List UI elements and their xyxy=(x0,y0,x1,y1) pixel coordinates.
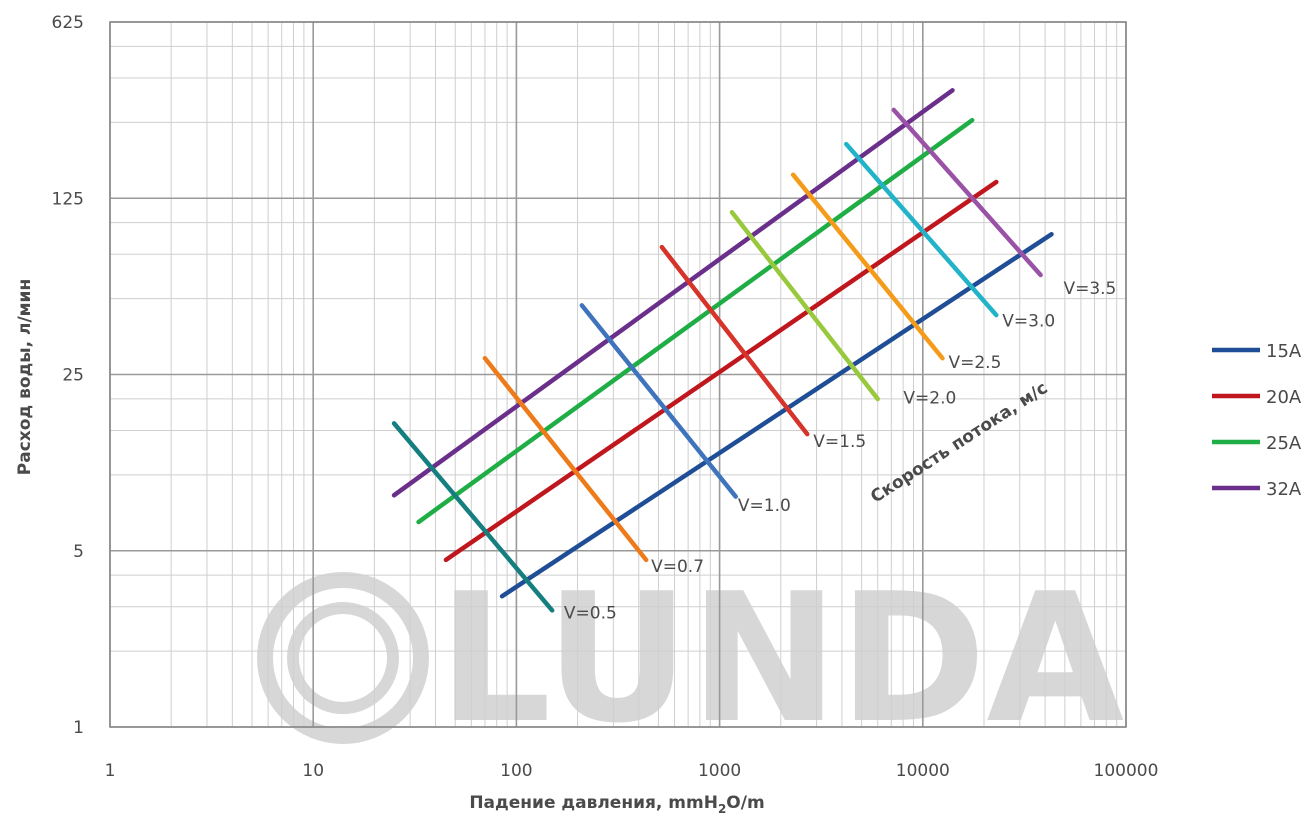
y-tick-label: 625 xyxy=(52,13,84,33)
velocity-label-1: V=0.7 xyxy=(651,557,704,577)
series-line-25a xyxy=(416,117,975,525)
velocity-label-3: V=1.5 xyxy=(813,432,866,452)
velocity-label-6: V=3.0 xyxy=(1002,311,1055,331)
x-tick-label: 1000 xyxy=(698,761,741,781)
velocity-annotation: Скорость потока, м/с xyxy=(867,378,1051,507)
legend-item-25a: 25A xyxy=(1212,433,1302,454)
x-tick-label: 100000 xyxy=(1094,761,1159,781)
legend-label: 20A xyxy=(1266,387,1302,408)
series-line-15a xyxy=(499,231,1054,599)
velocity-label-0: V=0.5 xyxy=(564,603,617,623)
series-lines xyxy=(391,88,1054,599)
series-line-20a xyxy=(443,179,999,563)
legend: 15A 20A 25A 32A xyxy=(1212,341,1302,500)
velocity-line-4 xyxy=(729,209,880,402)
y-axis-title: Расход воды, л/мин xyxy=(15,279,35,475)
velocity-line-1 xyxy=(482,355,649,563)
velocity-label-7: V=3.5 xyxy=(1063,279,1116,299)
x-tick-label: 100 xyxy=(500,761,532,781)
y-tick-label: 25 xyxy=(62,366,84,386)
y-tick-label: 125 xyxy=(52,189,84,209)
legend-label: 32A xyxy=(1266,479,1302,500)
x-axis-title: Падение давления, mmH2O/m xyxy=(469,793,764,816)
velocity-line-7 xyxy=(891,107,1043,278)
velocity-label-5: V=2.5 xyxy=(948,353,1001,373)
velocity-label-2: V=1.0 xyxy=(738,496,791,516)
velocity-line-6 xyxy=(843,141,999,318)
axes: 1 10 100 1000 10000 100000 1 5 25 125 625 xyxy=(52,13,1159,781)
x-tick-label: 10000 xyxy=(896,761,950,781)
y-tick-label: 1 xyxy=(73,718,84,738)
velocity-line-5 xyxy=(790,172,945,361)
x-tick-label: 1 xyxy=(105,761,116,781)
legend-item-32a: 32A xyxy=(1212,479,1302,500)
legend-item-15a: 15A xyxy=(1212,341,1302,362)
watermark-logo-icon xyxy=(257,572,429,744)
velocity-lines: V=0.5 V=0.7 V=1.0 V=1.5 V=2.0 V=2.5 V=3.0 V=3.5 xyxy=(391,107,1116,623)
watermark: LUNDA xyxy=(257,555,1124,762)
velocity-line-0 xyxy=(391,421,555,613)
velocity-label-4: V=2.0 xyxy=(903,388,956,408)
y-tick-label: 5 xyxy=(73,542,84,562)
x-tick-label: 10 xyxy=(302,761,324,781)
legend-label: 25A xyxy=(1266,433,1302,454)
velocity-line-2 xyxy=(579,303,738,499)
velocity-line-3 xyxy=(659,244,810,437)
legend-label: 15A xyxy=(1266,341,1302,362)
series-line-32a xyxy=(391,88,955,498)
legend-item-20a: 20A xyxy=(1212,387,1302,408)
plot-frame xyxy=(109,21,1127,728)
